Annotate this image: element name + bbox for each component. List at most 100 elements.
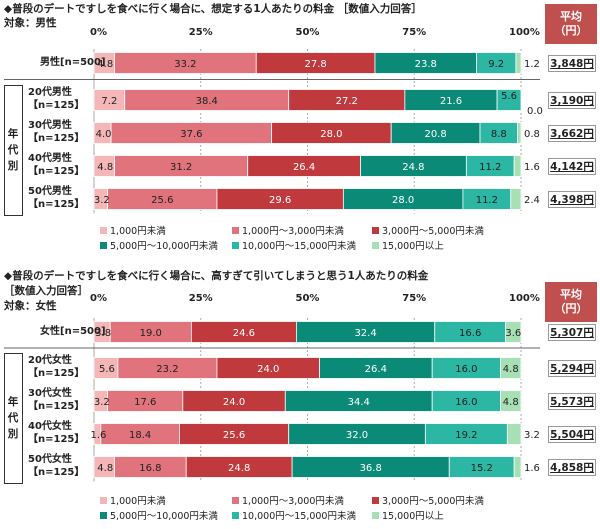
average-value: 5,573円 xyxy=(548,393,596,410)
bar-value-label: 23.8 xyxy=(415,59,437,70)
x-tick-label: 75% xyxy=(402,27,427,38)
legend-label: 5,000円〜10,000円未満 xyxy=(110,511,218,522)
bar-value-label: 17.6 xyxy=(134,397,156,408)
age-group-box xyxy=(4,85,23,216)
average-value: 4,142円 xyxy=(548,158,596,175)
bar-segment xyxy=(506,423,522,445)
bar-value-label: 16.6 xyxy=(459,328,481,339)
bar-value-label: 28.0 xyxy=(320,129,342,140)
legend-label: 10,000円〜15,000円未満 xyxy=(242,241,356,252)
bar-value-label: 15.2 xyxy=(471,463,493,474)
age-group-box xyxy=(4,353,23,484)
legend-entry: 3,000円〜5,000円未満 xyxy=(372,496,484,508)
legend-entry: 1,000円未満 xyxy=(100,496,166,508)
bar-value-label: 24.0 xyxy=(223,397,245,408)
x-tick-label: 25% xyxy=(188,293,213,304)
chart-subtitle: ［数値入力回答］ xyxy=(4,285,88,297)
legend-entry: 15,000円以上 xyxy=(372,511,444,523)
legend-swatch xyxy=(232,497,239,504)
x-tick-label: 50% xyxy=(295,27,320,38)
x-tick-label: 0% xyxy=(90,27,107,38)
row-label: 女性[n=500] xyxy=(40,326,106,337)
legend-swatch xyxy=(100,497,107,504)
legend-entry: 1,000円未満 xyxy=(100,226,166,238)
legend-entry: 10,000円〜15,000円未満 xyxy=(232,241,356,253)
average-value: 3,848円 xyxy=(548,55,596,72)
bar-value-label: 1.6 xyxy=(524,162,540,173)
legend-swatch xyxy=(372,242,379,249)
bar-value-label: 7.2 xyxy=(101,96,117,107)
bar-value-label: 2.4 xyxy=(524,195,540,206)
bar-value-label: 0.0 xyxy=(527,106,543,117)
bar-value-label: 4.8 xyxy=(97,463,113,474)
legend-swatch xyxy=(232,227,239,234)
legend-entry: 10,000円〜15,000円未満 xyxy=(232,511,356,523)
bar-segment xyxy=(500,357,522,379)
average-value: 3,190円 xyxy=(548,92,596,109)
bar-value-label: 27.8 xyxy=(304,59,326,70)
age-group-label: 年 代 別 xyxy=(7,127,19,172)
bar-value-label: 32.0 xyxy=(346,430,368,441)
legend-label: 10,000円〜15,000円未満 xyxy=(242,511,356,522)
average-value: 5,294円 xyxy=(548,360,596,377)
legend-swatch xyxy=(100,227,107,234)
legend-entry: 5,000円〜10,000円未満 xyxy=(100,241,218,253)
bar-value-label: 4.0 xyxy=(96,129,112,140)
x-tick-label: 50% xyxy=(295,293,320,304)
bar-value-label: 25.6 xyxy=(223,430,245,441)
bar-value-label: 9.2 xyxy=(488,59,504,70)
bar-value-label: 4.8 xyxy=(503,364,519,375)
row-label: 30代男性 【n=125】 xyxy=(28,120,85,144)
bar-segment xyxy=(513,155,522,177)
bar-value-label: 36.8 xyxy=(360,463,382,474)
row-label: 20代男性 【n=125】 xyxy=(28,87,85,111)
row-label: 40代女性 【n=125】 xyxy=(28,421,85,445)
bar-value-label: 24.0 xyxy=(257,364,279,375)
row-label: 50代女性 【n=125】 xyxy=(28,454,85,478)
bar-value-label: 16.0 xyxy=(455,364,477,375)
average-value: 3,662円 xyxy=(548,125,596,142)
bar-value-label: 11.2 xyxy=(476,195,498,206)
average-value: 5,307円 xyxy=(548,324,596,341)
legend-swatch xyxy=(232,512,239,519)
x-tick-label: 0% xyxy=(90,293,107,304)
legend-entry: 5,000円〜10,000円未満 xyxy=(100,511,218,523)
bar-value-label: 1.6 xyxy=(90,430,106,441)
bar-value-label: 1.2 xyxy=(524,59,540,70)
bar-value-label: 16.0 xyxy=(455,397,477,408)
legend-swatch xyxy=(372,512,379,519)
legend-swatch xyxy=(100,242,107,249)
chart-subtitle-target: 対象：女性 xyxy=(4,300,57,312)
bar-value-label: 19.0 xyxy=(140,328,162,339)
legend-swatch xyxy=(100,512,107,519)
bar-value-label: 34.4 xyxy=(348,397,370,408)
legend-entry: 1,000円〜3,000円未満 xyxy=(232,496,344,508)
stacked-bar-plot: 3.8 19.0 24.6 32.4 16.6 3.6 5.6 23.2 24.0 26.4 16.… xyxy=(4,318,540,482)
legend-label: 1,000円〜3,000円未満 xyxy=(242,496,344,507)
bar-value-label: 4.8 xyxy=(97,162,113,173)
bar-value-label: 24.8 xyxy=(228,463,250,474)
bar-value-label: 20.8 xyxy=(424,129,446,140)
bar-segment xyxy=(496,89,522,111)
legend-entry: 15,000円以上 xyxy=(372,241,444,253)
bar-value-label: 28.0 xyxy=(392,195,414,206)
bar-value-label: 31.2 xyxy=(170,162,192,173)
chart-title: ◆普段のデートですしを食べに行く場合に、高すぎて引いてしまうと思う1人あたりの料… xyxy=(4,270,429,282)
bar-value-label: 0.8 xyxy=(524,129,540,140)
bar-value-label: 11.2 xyxy=(479,162,501,173)
average-value: 5,504円 xyxy=(548,426,596,443)
bar-segment xyxy=(515,52,522,74)
chart-panel-female: ◆普段のデートですしを食べに行く場合に、高すぎて引いてしまうと思う1人あたりの料… xyxy=(0,268,600,529)
age-group-label: 年 代 別 xyxy=(7,395,19,440)
bar-value-label: 21.6 xyxy=(440,96,462,107)
average-header: 平均 （円） xyxy=(545,282,597,322)
bar-value-label: 3.2 xyxy=(94,195,110,206)
bar-value-label: 4.8 xyxy=(503,397,519,408)
bar-segment xyxy=(513,456,522,478)
bar-value-label: 23.2 xyxy=(156,364,178,375)
average-header: 平均 （円） xyxy=(545,4,597,44)
x-tick-label: 100% xyxy=(509,27,540,38)
bar-value-label: 38.4 xyxy=(196,96,218,107)
row-label: 20代女性 【n=125】 xyxy=(28,355,85,379)
chart-subtitle: 対象：男性 xyxy=(4,17,57,29)
